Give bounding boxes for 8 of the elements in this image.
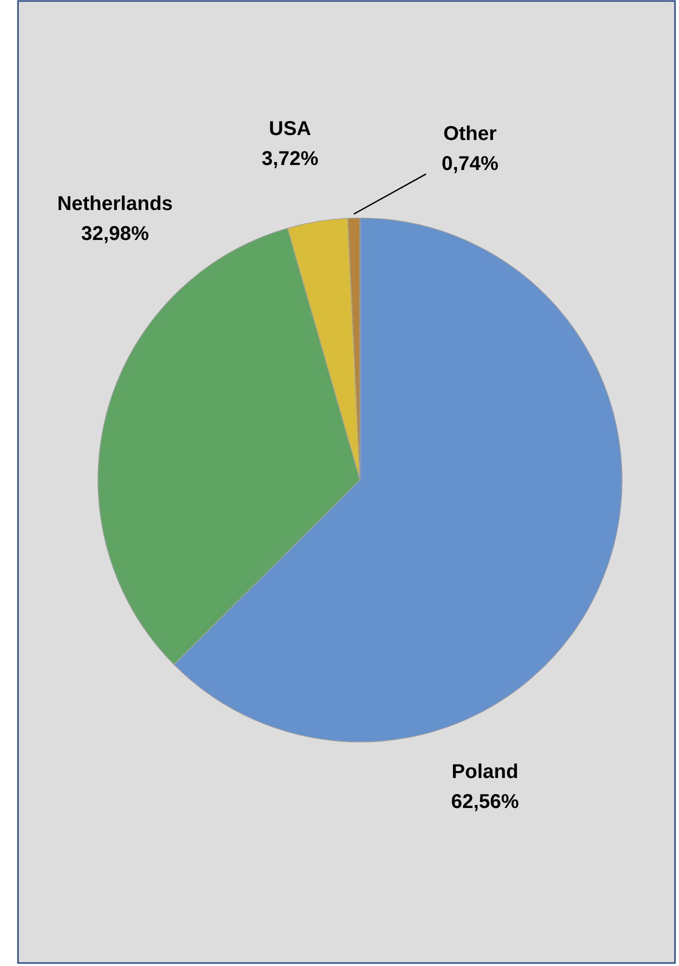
slice-label: Other xyxy=(443,123,497,145)
data-label: 32,98% xyxy=(81,223,150,245)
data-label: 62,56% xyxy=(451,791,520,813)
data-label: 0,74% xyxy=(442,153,499,175)
slice-label: Poland xyxy=(452,761,518,783)
slice-label: USA xyxy=(268,118,312,140)
slice-label: Netherlands xyxy=(57,193,173,215)
data-label: 3,72% xyxy=(262,148,319,170)
